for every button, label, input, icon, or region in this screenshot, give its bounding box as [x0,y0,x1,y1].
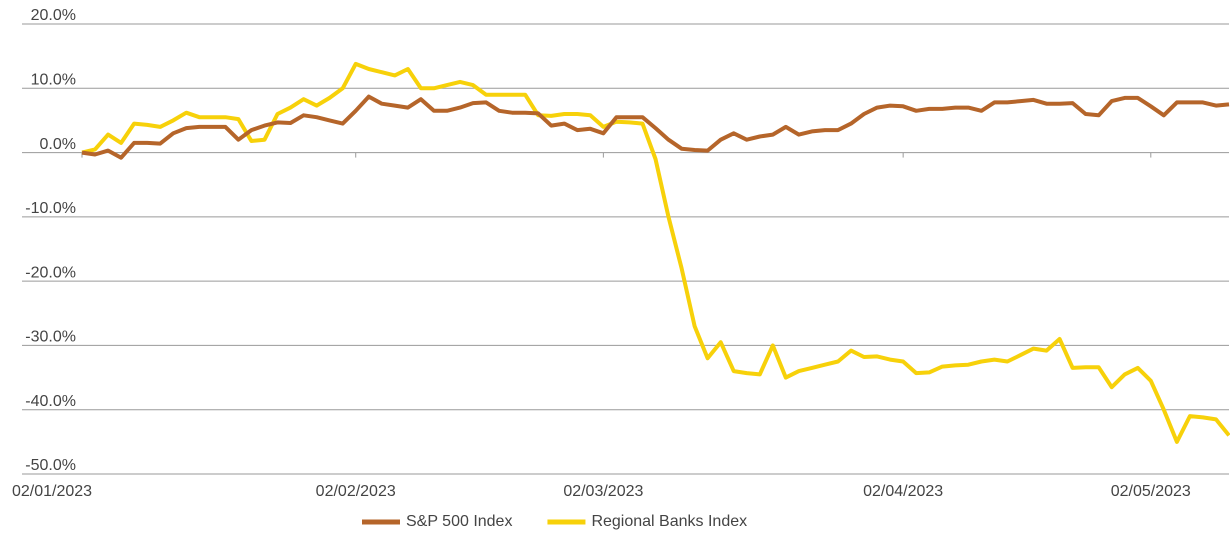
series-line [81,61,1230,444]
x-tick-label: 02/01/2023 [12,483,92,500]
y-tick-label: 0.0% [40,136,76,153]
x-tick-label: 02/02/2023 [316,483,396,500]
y-tick-label: -40.0% [25,393,76,410]
y-tick-label: -50.0% [25,457,76,474]
y-tick-label: -10.0% [25,200,76,217]
series-line [81,94,1230,160]
y-tick-label: 10.0% [31,72,76,89]
x-tick-label: 02/04/2023 [863,483,943,500]
legend-label: S&P 500 Index [406,513,512,530]
y-tick-label: -30.0% [25,329,76,346]
y-tick-label: 20.0% [31,7,76,24]
x-tick-label: 02/03/2023 [563,483,643,500]
legend-label: Regional Banks Index [591,513,747,530]
x-tick-label: 02/05/2023 [1111,483,1191,500]
y-tick-label: -20.0% [25,264,76,281]
